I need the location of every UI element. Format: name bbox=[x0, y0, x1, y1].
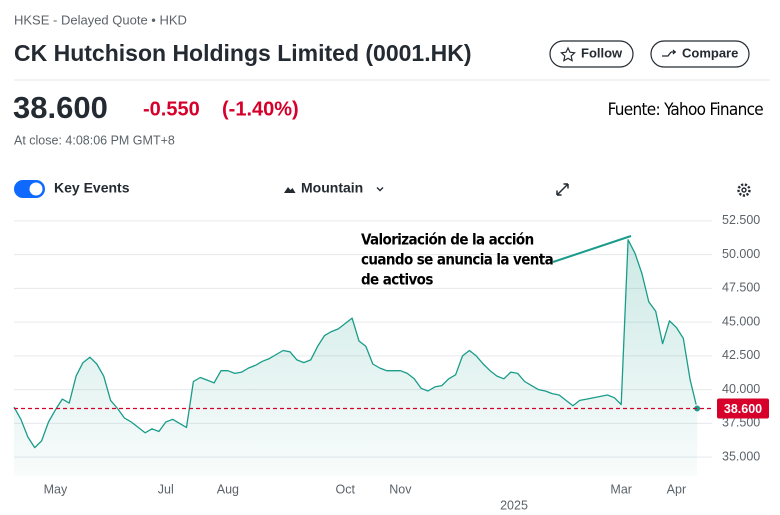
price: 38.600 bbox=[13, 90, 108, 125]
chart-style-label[interactable]: Mountain bbox=[301, 180, 363, 196]
gear-teeth[interactable] bbox=[737, 183, 751, 197]
area-fill bbox=[14, 239, 698, 476]
follow-label[interactable]: Follow bbox=[581, 45, 623, 60]
mountain-icon bbox=[284, 187, 296, 193]
compare-label[interactable]: Compare bbox=[682, 45, 738, 60]
x-year-label: 2025 bbox=[500, 498, 528, 512]
price-change: -0.550 bbox=[143, 98, 200, 120]
close-time: At close: 4:08:06 PM GMT+8 bbox=[14, 133, 175, 147]
expand-icon[interactable] bbox=[556, 183, 569, 196]
y-tick-label: 42.500 bbox=[722, 348, 760, 362]
follow-button[interactable]: Follow bbox=[549, 40, 634, 68]
y-tick-label: 50.000 bbox=[722, 247, 760, 261]
star-icon bbox=[560, 46, 576, 62]
annotation-connector bbox=[552, 235, 632, 263]
x-tick-label: Nov bbox=[389, 482, 412, 496]
y-tick-label: 52.500 bbox=[722, 213, 760, 227]
price-chart: 35.000 37.500 40.000 42.500 45.000 47.500 50.0… bbox=[13, 213, 769, 512]
x-tick-label: Oct bbox=[335, 482, 355, 496]
compare-button-frame[interactable] bbox=[650, 40, 750, 68]
y-tick-label: 45.000 bbox=[722, 314, 760, 328]
x-tick-label: May bbox=[44, 482, 68, 496]
x-tick-label: Aug bbox=[217, 482, 239, 496]
price-line bbox=[13, 239, 698, 449]
y-tick-label: 47.500 bbox=[722, 281, 760, 295]
key-events-toggle[interactable]: Key Events bbox=[14, 180, 130, 198]
compare-icon bbox=[662, 49, 676, 57]
reference-label: 38.600 bbox=[724, 402, 762, 416]
key-events-label[interactable]: Key Events bbox=[54, 180, 130, 196]
company-title: CK Hutchison Holdings Limited (0001.HK) bbox=[14, 40, 471, 66]
x-tick-label: Apr bbox=[667, 482, 686, 496]
source-note: Fuente: Yahoo Finance bbox=[608, 100, 764, 120]
price-change-percent: (-1.40%) bbox=[222, 98, 299, 120]
annotation-text: Valorización de la acción bbox=[361, 231, 534, 249]
x-tick-label: Mar bbox=[610, 482, 632, 496]
reference-label-box bbox=[717, 398, 769, 419]
settings-icon[interactable] bbox=[737, 183, 751, 197]
chart-style-menu[interactable]: Mountain bbox=[284, 180, 384, 196]
annotation-text: cuando se anuncia la venta bbox=[361, 251, 554, 269]
y-tick-label: 40.000 bbox=[722, 382, 760, 396]
y-tick-label: 35.000 bbox=[722, 449, 760, 463]
chevron-icon bbox=[376, 187, 384, 192]
x-tick-label: Jul bbox=[158, 482, 174, 496]
toggle-knob bbox=[29, 182, 43, 196]
annotation-text: de activos bbox=[361, 271, 433, 289]
gear-hub bbox=[741, 187, 747, 193]
exchange-info: HKSE - Delayed Quote • HKD bbox=[14, 12, 187, 27]
y-tick-label: 37.500 bbox=[722, 416, 760, 430]
compare-button[interactable]: Compare bbox=[650, 40, 750, 68]
